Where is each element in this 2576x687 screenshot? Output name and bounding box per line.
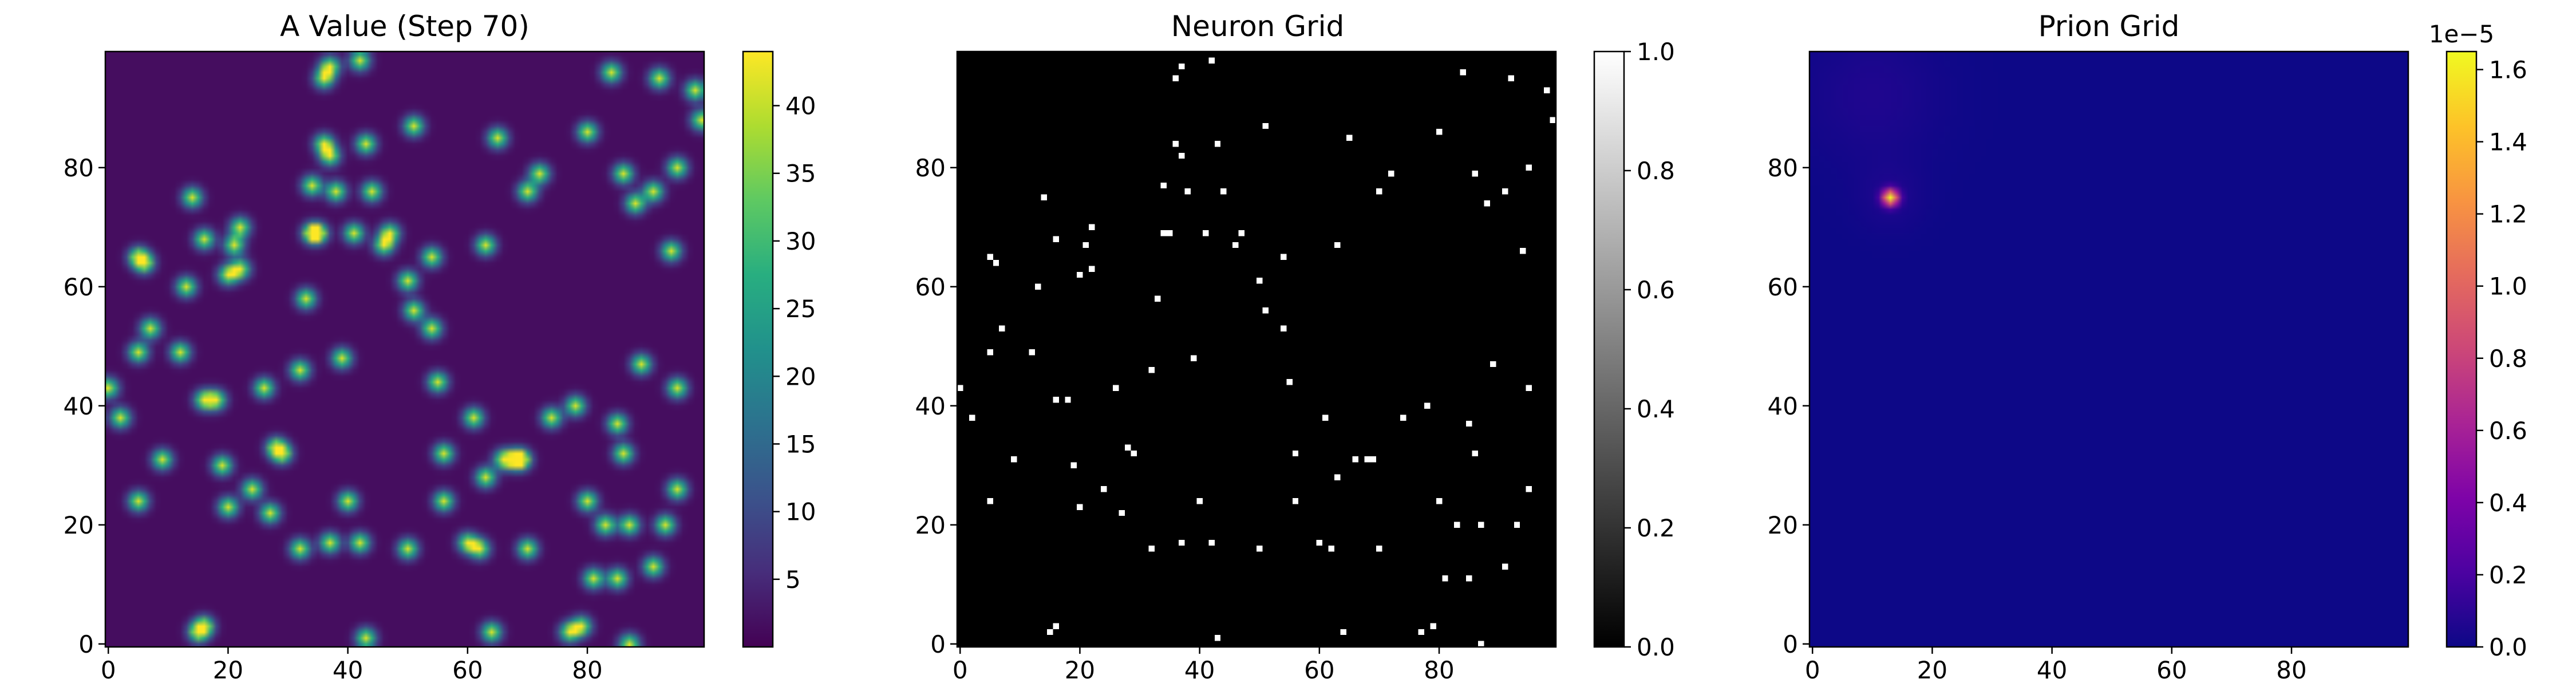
colorbar-tick-label: 5 — [785, 566, 801, 594]
y-tick-label: 0 — [78, 630, 94, 658]
y-tick-label: 0 — [1783, 630, 1798, 658]
colorbar-plasma — [2447, 52, 2476, 647]
colorbar-multiplier: 1e−5 — [2429, 20, 2494, 48]
x-tick-label: 40 — [2037, 656, 2067, 684]
colorbar-gray — [1594, 52, 1624, 647]
colorbar-tick-label: 0.8 — [1637, 157, 1675, 185]
colorbar-tick-label: 0.0 — [1637, 633, 1675, 661]
y-tick-label: 60 — [915, 273, 946, 301]
axes-frame — [104, 50, 705, 648]
x-tick-label: 80 — [572, 656, 602, 684]
colorbar-tick-label: 15 — [785, 430, 816, 458]
colorbar-tick-label: 0.2 — [2489, 561, 2527, 589]
colorbar-ticks: 0.0 0.2 0.4 0.6 0.8 1.0 — [1624, 38, 1675, 661]
y-tick-label: 80 — [1768, 154, 1798, 182]
colorbar-tick-label: 0.4 — [2489, 489, 2527, 517]
x-tick-label: 80 — [2276, 656, 2306, 684]
colorbar-ticks: 0.0 0.2 0.4 0.6 0.8 1.0 1.2 1.4 1.6 — [2476, 56, 2527, 661]
x-tick-label: 20 — [1917, 656, 1947, 684]
colorbar-viridis — [743, 52, 773, 647]
x-tick-label: 40 — [333, 656, 363, 684]
colorbar-tick-label: 1.0 — [1637, 38, 1675, 66]
y-axis: 0 20 40 60 80 — [64, 154, 105, 658]
y-tick-label: 40 — [64, 392, 94, 420]
colorbar-tick-label: 0.8 — [2489, 345, 2527, 373]
heatmap-prion-grid — [1809, 52, 2408, 647]
colorbar-ticks: 5 10 15 20 25 30 35 40 — [773, 92, 816, 594]
colorbar-tick-label: 1.6 — [2489, 56, 2527, 84]
y-tick-label: 0 — [930, 630, 946, 658]
x-axis: 0 20 40 60 80 — [953, 647, 1455, 684]
heatmap-a-value — [105, 52, 704, 647]
colorbar-tick-label: 30 — [785, 227, 816, 255]
colorbar-tick-label: 35 — [785, 160, 816, 188]
colorbar-tick-label: 25 — [785, 295, 816, 323]
x-axis: 0 20 40 60 80 — [1805, 647, 2307, 684]
panel-title: A Value (Step 70) — [280, 10, 530, 43]
x-tick-label: 0 — [1805, 656, 1820, 684]
colorbar-tick-label: 1.4 — [2489, 128, 2527, 156]
y-tick-label: 60 — [1768, 273, 1798, 301]
colorbar-tick-label: 20 — [785, 362, 816, 390]
panel-title: Neuron Grid — [1171, 10, 1344, 43]
colorbar-frame — [742, 50, 774, 648]
colorbar-tick-label: 1.0 — [2489, 273, 2527, 301]
colorbar-tick-label: 1.2 — [2489, 200, 2527, 228]
y-tick-label: 20 — [1768, 511, 1798, 539]
x-tick-label: 0 — [953, 656, 968, 684]
heatmap-neuron-grid — [957, 52, 1556, 647]
colorbar-tick-label: 10 — [785, 498, 816, 526]
y-tick-label: 20 — [64, 511, 94, 539]
colorbar-tick-label: 0.0 — [2489, 633, 2527, 661]
colorbar-tick-label: 0.6 — [1637, 276, 1675, 304]
x-tick-label: 60 — [452, 656, 483, 684]
colorbar-tick-label: 0.2 — [1637, 514, 1675, 542]
x-tick-label: 20 — [1065, 656, 1095, 684]
panel-title: Prion Grid — [2038, 10, 2180, 43]
heatmap-frame — [105, 52, 704, 647]
x-tick-label: 60 — [2156, 656, 2187, 684]
heatmap-frame — [957, 52, 1556, 647]
y-tick-label: 20 — [915, 511, 946, 539]
y-tick-label: 40 — [1768, 392, 1798, 420]
heatmap-frame — [1809, 52, 2408, 647]
colorbar-tick-label: 40 — [785, 92, 816, 120]
x-tick-label: 20 — [213, 656, 243, 684]
x-axis: 0 20 40 60 80 — [101, 647, 603, 684]
axes-frame — [956, 50, 1557, 648]
y-tick-label: 80 — [915, 154, 946, 182]
y-tick-label: 60 — [64, 273, 94, 301]
colorbar-frame — [1593, 50, 1625, 648]
colorbar-tick-label: 0.4 — [1637, 395, 1675, 423]
panel-a-value: A Value (Step 70) 0 20 40 60 80 0 20 40 60 80 5 1… — [64, 10, 816, 684]
x-tick-label: 0 — [101, 656, 116, 684]
y-tick-label: 80 — [64, 154, 94, 182]
x-tick-label: 60 — [1304, 656, 1334, 684]
colorbar-tick-label: 0.6 — [2489, 417, 2527, 445]
y-tick-label: 40 — [915, 392, 946, 420]
y-axis: 0 20 40 60 80 — [915, 154, 957, 658]
x-tick-label: 80 — [1424, 656, 1454, 684]
y-axis: 0 20 40 60 80 — [1768, 154, 1809, 658]
axes-frame — [1808, 50, 2409, 648]
x-tick-label: 40 — [1184, 656, 1215, 684]
colorbar-frame — [2445, 50, 2478, 648]
